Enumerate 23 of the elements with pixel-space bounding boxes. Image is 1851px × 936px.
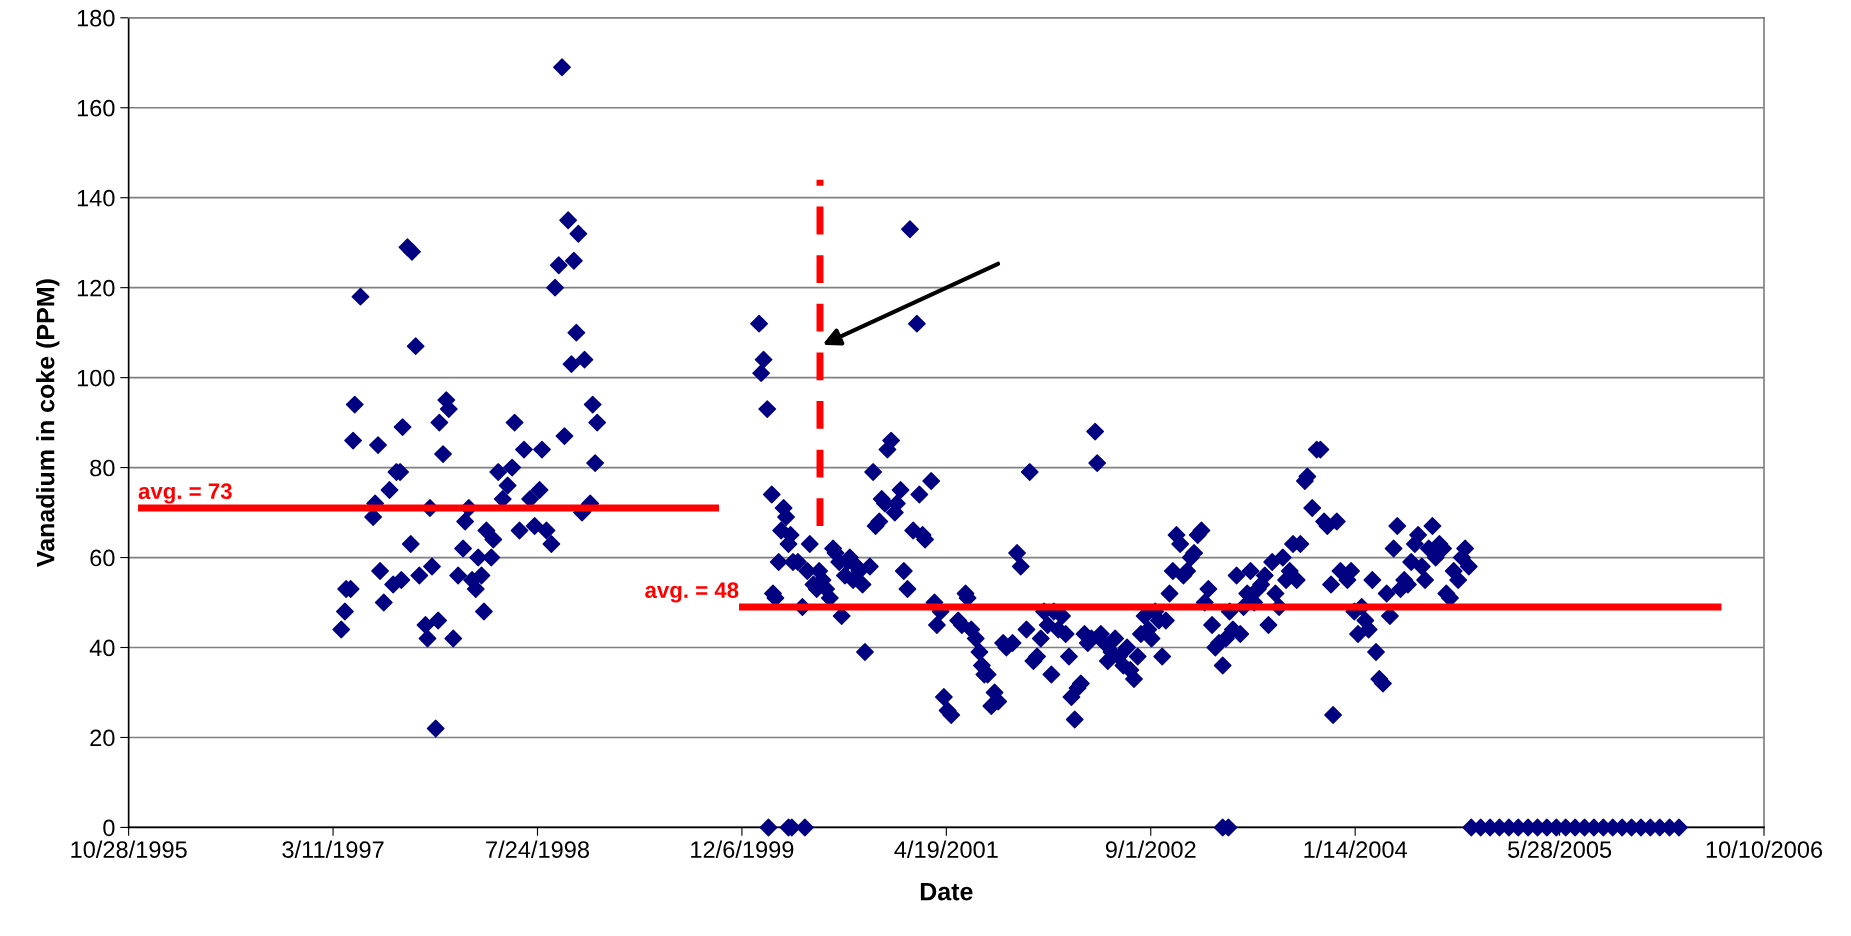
- y-tick-label: 160: [77, 99, 115, 117]
- x-tick-label: 10/28/1995: [71, 840, 187, 858]
- y-axis-title: Vanadium in coke (PPM): [36, 279, 60, 567]
- y-tick-label: 80: [90, 459, 115, 477]
- x-tick-label: 5/28/2005: [1508, 840, 1612, 858]
- x-tick-label: 10/10/2006: [1706, 840, 1823, 858]
- y-tick-label: 120: [77, 279, 115, 297]
- x-tick-label: 12/6/1999: [691, 840, 794, 858]
- x-axis-title: Date: [920, 882, 973, 901]
- x-tick-label: 1/14/2004: [1304, 840, 1407, 858]
- x-tick-label: 3/11/1997: [282, 840, 384, 858]
- y-tick-label: 60: [90, 549, 115, 567]
- x-tick-label: 9/1/2002: [1105, 840, 1196, 858]
- y-tick-label: 20: [90, 729, 115, 747]
- y-tick-label: 0: [103, 819, 115, 837]
- x-tick-label: 4/19/2001: [894, 840, 998, 858]
- y-tick-label: 140: [77, 189, 115, 207]
- x-tick-label: 7/24/1998: [486, 840, 589, 858]
- y-tick-label: 180: [77, 9, 115, 27]
- series-label: avg. = 48: [645, 582, 739, 603]
- y-tick-label: 40: [89, 639, 115, 657]
- y-tick-label: 100: [77, 369, 115, 387]
- series-label: avg. = 73: [138, 483, 232, 504]
